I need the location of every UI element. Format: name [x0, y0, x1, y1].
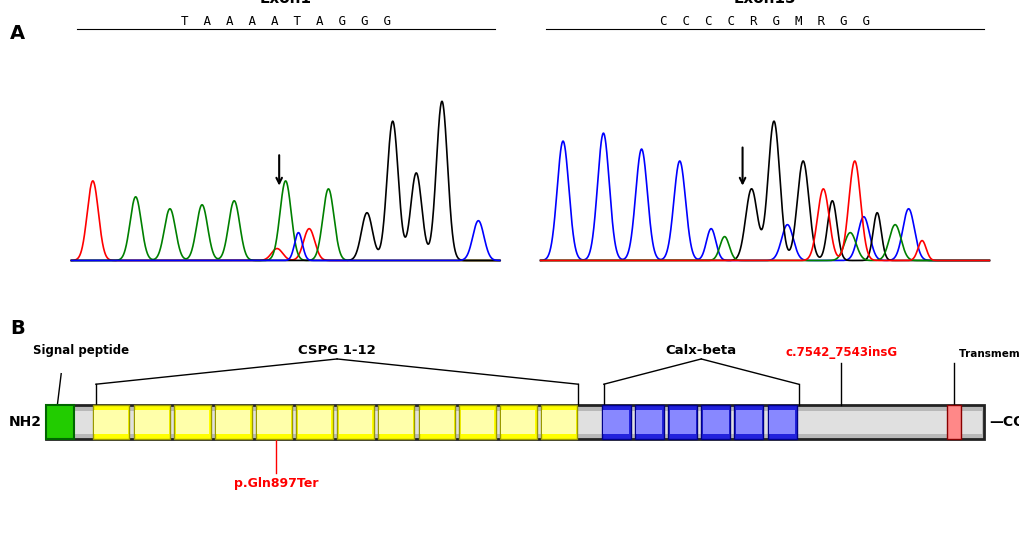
Bar: [48, 410, 981, 434]
Bar: [216, 410, 250, 434]
Bar: [946, 406, 960, 439]
Bar: [297, 406, 333, 439]
Bar: [702, 410, 729, 434]
Bar: [420, 410, 453, 434]
Bar: [601, 406, 631, 439]
Bar: [768, 410, 795, 434]
Bar: [215, 406, 252, 439]
Text: Transmembrane Domain: Transmembrane Domain: [958, 349, 1019, 359]
Bar: [736, 410, 761, 434]
Bar: [256, 406, 292, 439]
Bar: [418, 406, 454, 439]
Bar: [459, 406, 495, 439]
Bar: [95, 410, 127, 434]
Text: A: A: [10, 24, 25, 43]
Text: Exon1: Exon1: [260, 0, 311, 6]
Bar: [133, 406, 170, 439]
Text: c.7542_7543insG: c.7542_7543insG: [785, 346, 897, 359]
Text: T  A  A  A  A  T  A  G  G  G: T A A A A T A G G G: [180, 14, 390, 28]
Text: Calx-beta: Calx-beta: [665, 344, 736, 357]
Bar: [46, 406, 74, 439]
Text: B: B: [10, 319, 24, 338]
Text: p.Gln897Ter: p.Gln897Ter: [233, 477, 318, 490]
Bar: [135, 410, 168, 434]
Bar: [174, 406, 211, 439]
Text: —COOH: —COOH: [988, 415, 1019, 429]
Bar: [667, 406, 697, 439]
Bar: [379, 410, 413, 434]
Bar: [634, 406, 663, 439]
Bar: [338, 410, 372, 434]
Bar: [46, 406, 983, 439]
Bar: [636, 410, 662, 434]
Bar: [499, 406, 536, 439]
Bar: [461, 410, 494, 434]
Text: C  C  C  C  R  G  M  R  G  G: C C C C R G M R G G: [659, 14, 869, 28]
Bar: [93, 406, 129, 439]
Text: NH2: NH2: [9, 415, 42, 429]
Bar: [701, 406, 730, 439]
Bar: [669, 410, 695, 434]
Bar: [603, 410, 629, 434]
Bar: [734, 406, 762, 439]
Text: Signal peptide: Signal peptide: [33, 344, 128, 357]
Bar: [298, 410, 331, 434]
Bar: [540, 406, 577, 439]
Text: Exon15: Exon15: [733, 0, 796, 6]
Bar: [336, 406, 373, 439]
Bar: [542, 410, 575, 434]
Bar: [501, 410, 535, 434]
Bar: [767, 406, 796, 439]
Bar: [377, 406, 414, 439]
Bar: [257, 410, 290, 434]
Bar: [175, 410, 209, 434]
Text: CSPG 1-12: CSPG 1-12: [298, 344, 376, 357]
